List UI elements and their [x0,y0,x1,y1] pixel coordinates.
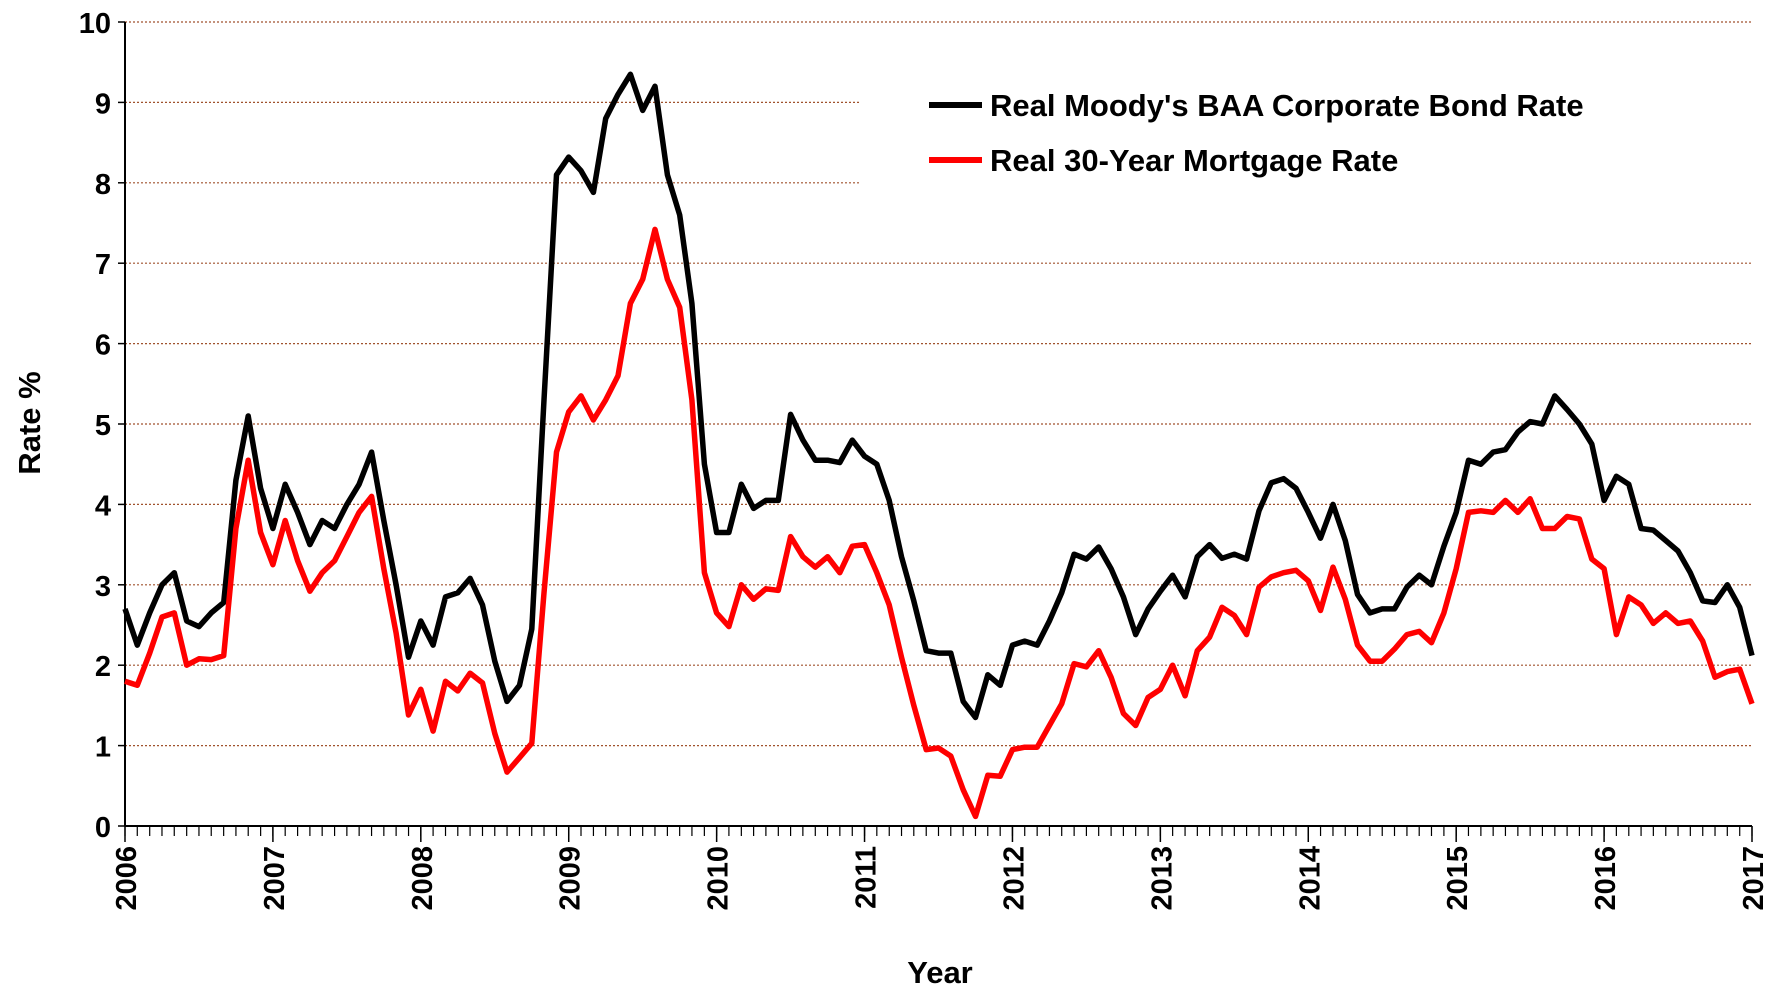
legend-label: Real Moody's BAA Corporate Bond Rate [990,88,1584,123]
y-tick-label: 5 [95,410,111,442]
y-tick-label: 2 [95,651,111,683]
y-tick-label: 9 [95,88,111,120]
legend-box [861,34,1752,194]
y-axis-label: Rate % [12,371,47,474]
x-tick-label: 2014 [1294,846,1326,911]
x-tick-label: 2011 [851,846,883,909]
x-tick-label: 2013 [1146,846,1178,911]
y-tick-label: 10 [79,8,111,40]
x-axis-label: Year [907,955,973,990]
x-tick-label: 2010 [703,846,735,911]
x-tick-label: 2015 [1442,846,1474,911]
x-tick-label: 2007 [259,846,291,911]
x-tick-label: 2012 [998,846,1030,911]
y-tick-label: 7 [95,249,111,281]
x-tick-label: 2006 [111,846,143,911]
x-tick-label: 2008 [407,846,439,911]
line-series [124,226,1755,820]
legend-label: Real 30-Year Mortgage Rate [990,143,1398,178]
x-tick-label: 2009 [555,846,587,911]
y-tick-label: 1 [95,732,111,764]
y-tick-label: 0 [95,812,111,844]
x-tick-label: 2017 [1738,846,1770,911]
y-tick-label: 8 [95,169,111,201]
y-tick-label: 3 [95,571,111,603]
y-tick-label: 4 [95,490,111,522]
x-tick-label: 2016 [1590,846,1622,911]
line-series [122,71,1755,721]
y-tick-label: 6 [95,330,111,362]
